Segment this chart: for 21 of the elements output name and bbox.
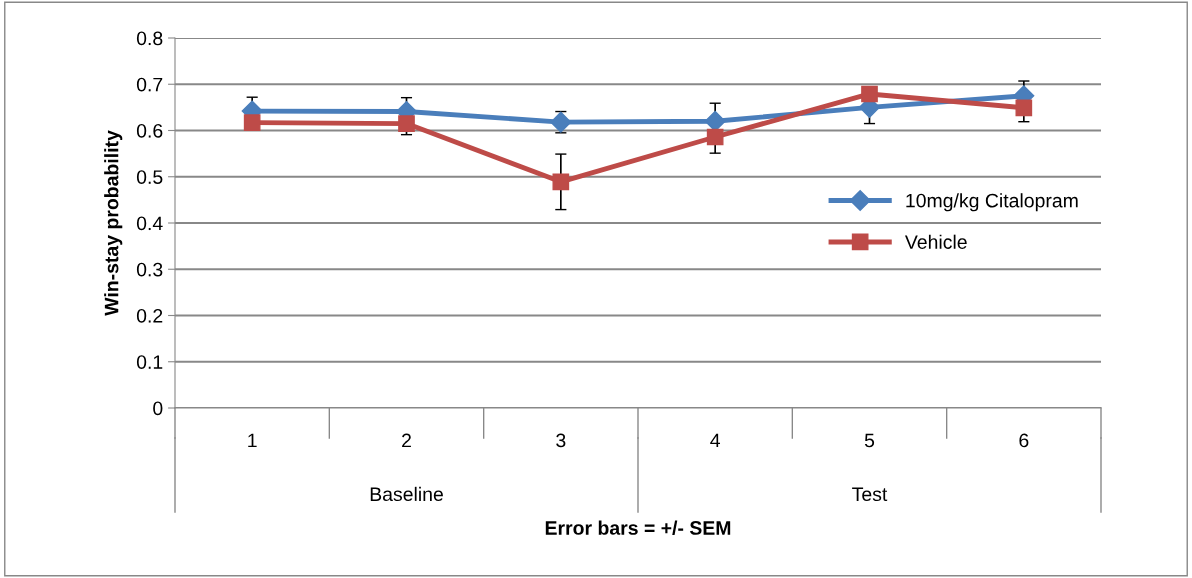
legend-label: Vehicle <box>904 234 967 249</box>
x-tick-label: 5 <box>864 433 875 448</box>
legend-label: 10mg/kg Citalopram <box>906 193 1078 212</box>
y-tick-label: 0.6 <box>136 123 163 138</box>
y-tick-label: 0.1 <box>136 355 163 369</box>
x-tick-label: 1 <box>248 433 257 448</box>
y-axis-title: Win-stay probability <box>104 130 123 316</box>
y-tick-label: 0 <box>153 401 163 416</box>
x-tick-label: 4 <box>710 433 720 448</box>
x-tick-label: 3 <box>556 433 566 448</box>
y-tick-label: 0.3 <box>136 262 163 277</box>
x-tick-label: 2 <box>402 433 411 448</box>
text: Baseline <box>370 486 443 502</box>
y-tick-label: 0.2 <box>136 308 163 323</box>
y-tick-label: 0.4 <box>136 216 163 231</box>
x-tick-label: 6 <box>1019 433 1029 448</box>
y-tick-label: 0.7 <box>136 77 163 92</box>
y-tick-label: 0.8 <box>136 31 163 46</box>
text: Test <box>852 487 888 502</box>
x-axis-title: Error bars = +/- SEM <box>545 520 731 536</box>
y-tick-label: 0.5 <box>136 170 163 184</box>
